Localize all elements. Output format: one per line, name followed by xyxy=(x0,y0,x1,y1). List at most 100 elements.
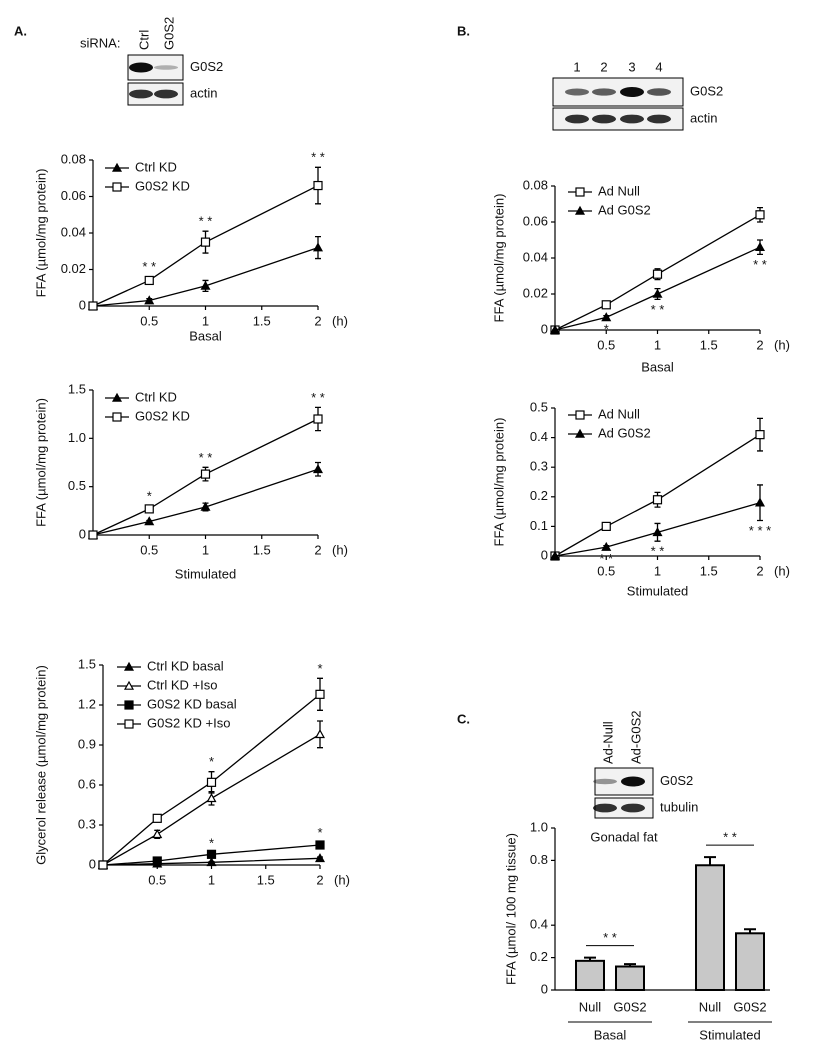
marker xyxy=(549,550,561,560)
marker xyxy=(312,242,324,252)
blot-band xyxy=(565,88,589,96)
blot-row-label: tubulin xyxy=(660,799,698,814)
bar xyxy=(695,864,725,992)
lane-label: 1 xyxy=(573,59,580,74)
blot-band xyxy=(593,778,617,785)
marker xyxy=(152,813,162,823)
marker xyxy=(206,793,217,803)
marker xyxy=(755,430,765,440)
marker xyxy=(549,324,561,334)
error-bar xyxy=(704,856,716,866)
significance: * * xyxy=(603,930,617,945)
marker xyxy=(123,680,135,690)
y-axis-label: FFA (µmol/mg protein) xyxy=(491,194,506,323)
marker xyxy=(601,300,611,310)
blot-band xyxy=(621,776,645,787)
y-tick-label: 0 xyxy=(541,321,548,336)
x-tick-label: 1 xyxy=(654,337,661,352)
group-label: Stimulated xyxy=(699,1027,760,1042)
series-line xyxy=(554,246,761,331)
significance: * xyxy=(317,825,322,840)
marker xyxy=(574,428,586,438)
marker xyxy=(200,237,211,247)
blot-band xyxy=(129,62,153,73)
bar xyxy=(735,932,765,991)
marker xyxy=(200,280,211,290)
x-tick-label: 2 xyxy=(756,337,763,352)
y-tick-label: 0.2 xyxy=(530,488,548,503)
y-tick-label: 0.4 xyxy=(530,917,548,932)
y-tick-label: 0.9 xyxy=(78,736,96,751)
x-tick-label: 1.5 xyxy=(257,872,275,887)
y-tick-label: 0.2 xyxy=(530,949,548,964)
y-axis-label: FFA (µmol/mg protein) xyxy=(491,418,506,547)
lane-label: 2 xyxy=(600,59,607,74)
y-tick-label: 0 xyxy=(79,297,86,312)
x-tick-label: Null xyxy=(579,999,602,1014)
y-tick-label: 0.08 xyxy=(61,151,86,166)
significance: * * * xyxy=(749,523,771,538)
y-tick-label: 1.5 xyxy=(68,381,86,396)
series-line xyxy=(102,693,321,866)
marker xyxy=(206,849,217,859)
y-tick-label: 0.1 xyxy=(530,518,548,533)
y-tick-label: 0.6 xyxy=(78,776,96,791)
marker xyxy=(652,269,663,279)
x-tick-label: 2 xyxy=(314,313,321,328)
x-tick-label: 2 xyxy=(316,872,323,887)
significance: * xyxy=(209,835,214,850)
x-tick-label: Null xyxy=(699,999,722,1014)
marker xyxy=(124,719,134,729)
marker xyxy=(754,241,766,251)
blot-band xyxy=(565,114,589,124)
blot-frame xyxy=(552,107,684,131)
lane-label: G0S2 xyxy=(161,17,176,50)
blot-band xyxy=(592,114,616,124)
marker xyxy=(601,541,612,551)
x-axis-label: Basal xyxy=(189,328,222,343)
blot-row-label: actin xyxy=(690,110,717,125)
significance: * xyxy=(604,322,609,337)
marker xyxy=(652,495,663,505)
marker xyxy=(314,729,326,739)
y-axis-label: Glycerol release (µmol/mg protein) xyxy=(33,665,48,865)
significance: * * xyxy=(651,544,665,559)
legend-label: Ad Null xyxy=(598,183,640,198)
x-tick-label: 2 xyxy=(756,563,763,578)
marker xyxy=(652,527,663,537)
marker xyxy=(144,275,154,286)
y-tick-label: 0.02 xyxy=(61,261,86,276)
panel-label: B. xyxy=(457,23,470,38)
legend-label: Ad Null xyxy=(598,406,640,421)
blot-band xyxy=(620,87,644,97)
series-line xyxy=(102,844,321,866)
marker xyxy=(200,501,211,511)
y-tick-label: 1.0 xyxy=(530,819,548,834)
y-tick-label: 0.5 xyxy=(68,478,86,493)
x-tick-label: 2 xyxy=(314,542,321,557)
lane-label: Ctrl xyxy=(136,30,151,50)
significance: * * xyxy=(311,390,325,405)
y-tick-label: 0.4 xyxy=(530,429,548,444)
blot-band xyxy=(620,114,644,124)
series-line xyxy=(554,214,761,331)
blot-band xyxy=(647,88,671,96)
blot-band xyxy=(621,803,645,813)
lane-label: Ad-G0S2 xyxy=(628,711,643,764)
y-tick-label: 0.04 xyxy=(61,224,86,239)
y-axis-label: FFA (µmol/mg protein) xyxy=(33,398,48,527)
x-unit: (h) xyxy=(332,313,348,328)
marker xyxy=(124,700,134,710)
x-tick-label: 0.5 xyxy=(140,542,158,557)
blot-band xyxy=(129,89,153,99)
marker xyxy=(123,661,135,671)
x-tick-label: 1 xyxy=(202,313,209,328)
lane-label: 3 xyxy=(628,59,635,74)
x-axis-label: Basal xyxy=(641,359,674,374)
y-tick-label: 0 xyxy=(541,981,548,996)
y-tick-label: 0.06 xyxy=(523,213,548,228)
significance: * * xyxy=(723,830,737,845)
marker xyxy=(206,857,217,867)
legend-label: G0S2 KD xyxy=(135,408,190,423)
